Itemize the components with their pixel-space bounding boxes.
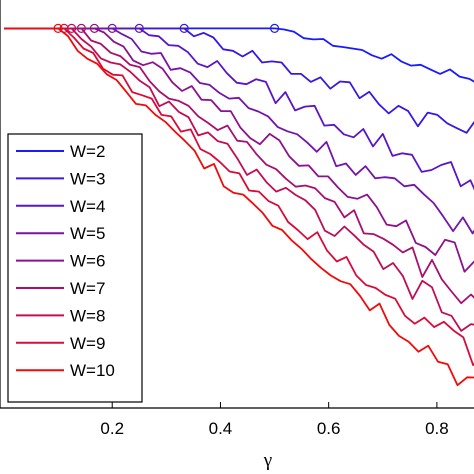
threshold-marker-W-4 [134,23,144,33]
x-tick-label: 0.8 [425,419,449,438]
series-line-W-3 [4,27,474,134]
threshold-marker-W-10 [53,23,63,33]
legend-label: W=2 [70,142,105,161]
series-line-W-6 [4,27,474,273]
legend-label: W=9 [70,334,105,353]
legend-label: W=5 [70,224,105,243]
x-tick-label: 0.6 [317,419,341,438]
legend: W=2 W=3 W=4 W=5 W=6 W=7 W=8 W=9 W=10 [7,133,143,403]
x-tick-label: 0.4 [209,419,233,438]
series-line-W-8 [4,27,474,332]
series-line-W-5 [4,27,474,235]
legend-label: W=3 [70,169,105,188]
axes: 0.2 0.4 0.6 0.8 [0,0,474,438]
x-axis-label: γ [263,450,272,471]
legend-label: W=6 [70,252,105,271]
series-line-W-4 [4,27,474,191]
series-line-W-10 [4,27,474,387]
legend-label: W=8 [70,306,105,325]
threshold-marker-W-9 [59,23,69,33]
threshold-marker-W-6 [89,23,100,33]
threshold-marker-W-7 [76,23,87,33]
series-line-W-9 [4,27,474,367]
x-tick-label: 0.2 [100,419,124,438]
threshold-marker-W-3 [179,23,189,33]
threshold-marker-W-2 [270,23,280,33]
legend-label: W=10 [70,361,115,380]
legend-label: W=7 [70,279,105,298]
threshold-markers [53,23,280,33]
legend-label: W=4 [70,197,105,216]
threshold-marker-W-5 [107,23,117,33]
series-line-W-2 [4,27,474,83]
series-layer [4,27,474,387]
series-line-W-7 [4,27,474,305]
